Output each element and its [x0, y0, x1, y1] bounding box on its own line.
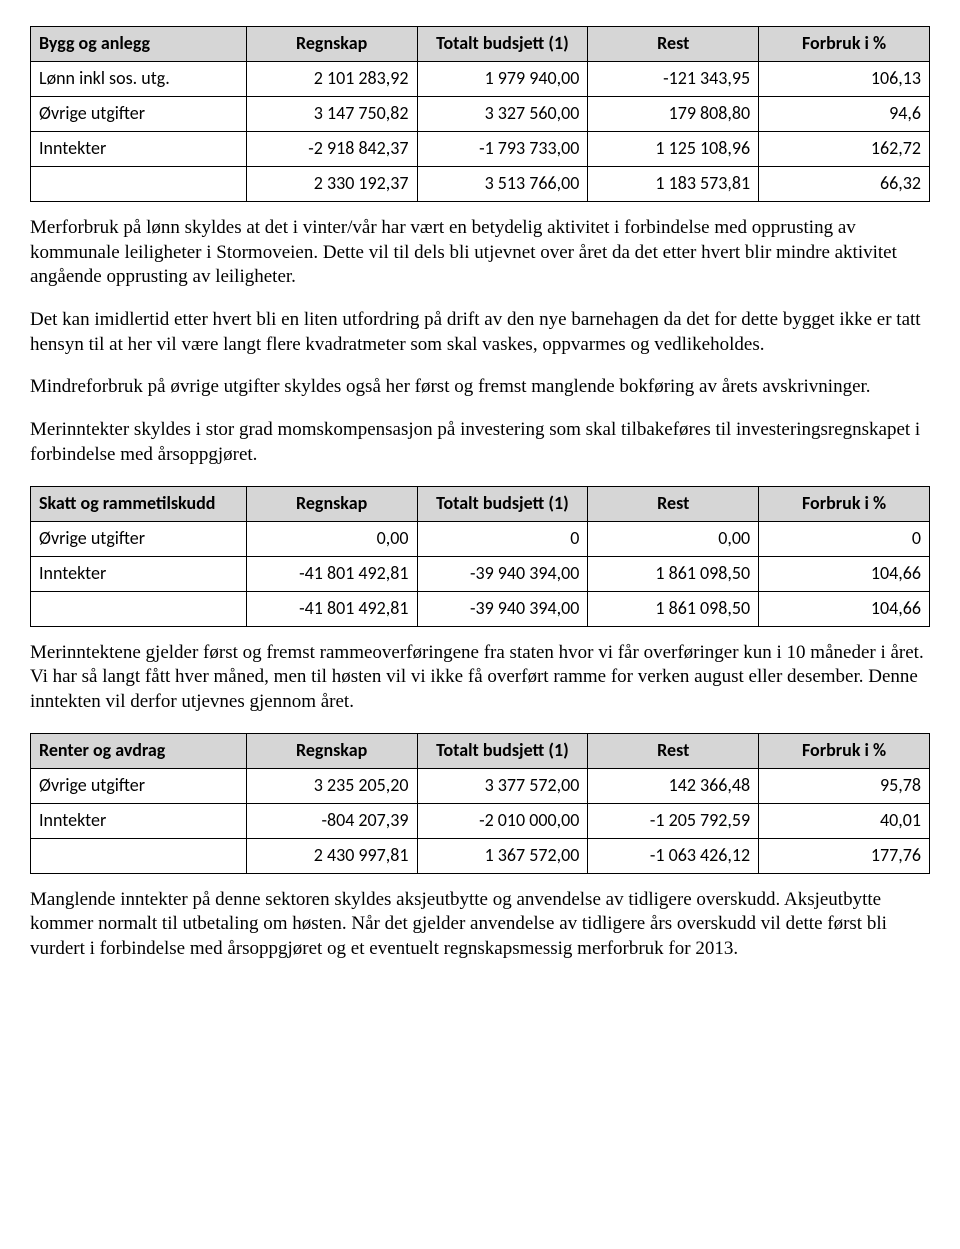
col-header: Rest	[588, 486, 759, 521]
table-header-row: Renter og avdrag Regnskap Totalt budsjet…	[31, 733, 930, 768]
row-label: Inntekter	[31, 803, 247, 838]
cell-value: 0	[759, 521, 930, 556]
cell-value: -39 940 394,00	[417, 556, 588, 591]
cell-value: 3 235 205,20	[246, 768, 417, 803]
paragraph: Manglende inntekter på denne sektoren sk…	[30, 888, 930, 962]
paragraph: Det kan imidlertid etter hvert bli en li…	[30, 308, 930, 357]
col-header: Forbruk i %	[759, 733, 930, 768]
paragraph: Merinntekter skyldes i stor grad momskom…	[30, 418, 930, 467]
table-header-row: Bygg og anlegg Regnskap Totalt budsjett …	[31, 27, 930, 62]
cell-value: 3 327 560,00	[417, 97, 588, 132]
table-row: Øvrige utgifter0,0000,000	[31, 521, 930, 556]
table-header-row: Skatt og rammetilskudd Regnskap Totalt b…	[31, 486, 930, 521]
paragraph: Merforbruk på lønn skyldes at det i vint…	[30, 216, 930, 290]
row-label: Øvrige utgifter	[31, 768, 247, 803]
table-row: Lønn inkl sos. utg.2 101 283,921 979 940…	[31, 62, 930, 97]
table-body: Øvrige utgifter0,0000,000Inntekter-41 80…	[31, 521, 930, 626]
cell-value: 0,00	[246, 521, 417, 556]
cell-value: 1 183 573,81	[588, 167, 759, 202]
table-row: 2 430 997,811 367 572,00-1 063 426,12177…	[31, 838, 930, 873]
cell-value: -1 793 733,00	[417, 132, 588, 167]
cell-value: 66,32	[759, 167, 930, 202]
paragraph: Mindreforbruk på øvrige utgifter skyldes…	[30, 375, 930, 400]
cell-value: 162,72	[759, 132, 930, 167]
table-row: Inntekter-2 918 842,37-1 793 733,001 125…	[31, 132, 930, 167]
cell-value: -2 918 842,37	[246, 132, 417, 167]
cell-value: 1 861 098,50	[588, 556, 759, 591]
col-header: Skatt og rammetilskudd	[31, 486, 247, 521]
col-header: Regnskap	[246, 27, 417, 62]
row-label: Øvrige utgifter	[31, 521, 247, 556]
col-header: Regnskap	[246, 486, 417, 521]
col-header: Rest	[588, 733, 759, 768]
cell-value: -1 205 792,59	[588, 803, 759, 838]
cell-value: -41 801 492,81	[246, 556, 417, 591]
cell-value: 3 377 572,00	[417, 768, 588, 803]
col-header: Bygg og anlegg	[31, 27, 247, 62]
col-header: Forbruk i %	[759, 486, 930, 521]
col-header: Totalt budsjett (1)	[417, 27, 588, 62]
cell-value: -1 063 426,12	[588, 838, 759, 873]
col-header: Regnskap	[246, 733, 417, 768]
cell-value: 177,76	[759, 838, 930, 873]
table-bygg-og-anlegg: Bygg og anlegg Regnskap Totalt budsjett …	[30, 26, 930, 202]
cell-value: -39 940 394,00	[417, 591, 588, 626]
col-header: Totalt budsjett (1)	[417, 733, 588, 768]
cell-value: -121 343,95	[588, 62, 759, 97]
cell-value: 179 808,80	[588, 97, 759, 132]
table-skatt-og-rammetilskudd: Skatt og rammetilskudd Regnskap Totalt b…	[30, 486, 930, 627]
cell-value: 0	[417, 521, 588, 556]
cell-value: 0,00	[588, 521, 759, 556]
cell-value: 106,13	[759, 62, 930, 97]
cell-value: 3 513 766,00	[417, 167, 588, 202]
col-header: Renter og avdrag	[31, 733, 247, 768]
cell-value: 1 367 572,00	[417, 838, 588, 873]
row-label: Øvrige utgifter	[31, 97, 247, 132]
cell-value: 104,66	[759, 591, 930, 626]
cell-value: 2 101 283,92	[246, 62, 417, 97]
table-row: Inntekter-804 207,39-2 010 000,00-1 205 …	[31, 803, 930, 838]
row-label: Lønn inkl sos. utg.	[31, 62, 247, 97]
row-label: Inntekter	[31, 556, 247, 591]
cell-value: 1 125 108,96	[588, 132, 759, 167]
cell-value: -804 207,39	[246, 803, 417, 838]
cell-value: 104,66	[759, 556, 930, 591]
cell-value: 2 430 997,81	[246, 838, 417, 873]
paragraph: Merinntektene gjelder først og fremst ra…	[30, 641, 930, 715]
table-row: 2 330 192,373 513 766,001 183 573,8166,3…	[31, 167, 930, 202]
table-row: -41 801 492,81-39 940 394,001 861 098,50…	[31, 591, 930, 626]
cell-value: -2 010 000,00	[417, 803, 588, 838]
cell-value: 1 861 098,50	[588, 591, 759, 626]
cell-value: 3 147 750,82	[246, 97, 417, 132]
table-row: Øvrige utgifter3 235 205,203 377 572,001…	[31, 768, 930, 803]
table-row: Øvrige utgifter3 147 750,823 327 560,001…	[31, 97, 930, 132]
cell-value: 1 979 940,00	[417, 62, 588, 97]
cell-value: -41 801 492,81	[246, 591, 417, 626]
table-row: Inntekter-41 801 492,81-39 940 394,001 8…	[31, 556, 930, 591]
row-label	[31, 838, 247, 873]
col-header: Rest	[588, 27, 759, 62]
col-header: Forbruk i %	[759, 27, 930, 62]
cell-value: 142 366,48	[588, 768, 759, 803]
row-label: Inntekter	[31, 132, 247, 167]
row-label	[31, 167, 247, 202]
table-body: Øvrige utgifter3 235 205,203 377 572,001…	[31, 768, 930, 873]
col-header: Totalt budsjett (1)	[417, 486, 588, 521]
table-renter-og-avdrag: Renter og avdrag Regnskap Totalt budsjet…	[30, 733, 930, 874]
row-label	[31, 591, 247, 626]
cell-value: 2 330 192,37	[246, 167, 417, 202]
cell-value: 94,6	[759, 97, 930, 132]
cell-value: 40,01	[759, 803, 930, 838]
table-body: Lønn inkl sos. utg.2 101 283,921 979 940…	[31, 62, 930, 202]
cell-value: 95,78	[759, 768, 930, 803]
